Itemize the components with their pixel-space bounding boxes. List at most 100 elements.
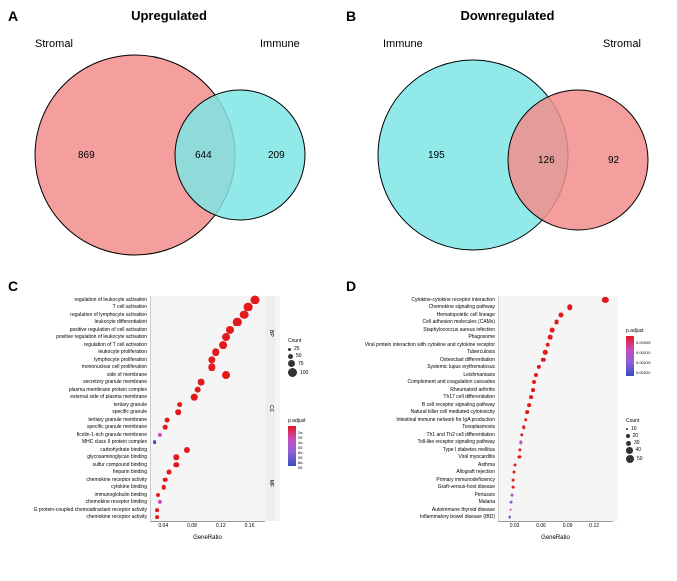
group-label: MF — [265, 446, 275, 521]
panel-d: D Cytokine-cytokine receptor interaction… — [338, 278, 677, 578]
dot-row: regulation of leukocyte activation — [10, 296, 280, 304]
dot-row: Systemic lupus erythematosus — [348, 364, 618, 372]
dot-marker — [510, 501, 513, 504]
panel-c-count-legend: Count 255075100 — [288, 338, 308, 378]
padj-legend-value: 4e-05 — [298, 440, 306, 450]
dot-row: chemokine receptor binding — [10, 499, 280, 507]
dot-plot-area — [498, 364, 618, 372]
dot-label: heparin binding — [10, 469, 150, 475]
dot-plot-area — [498, 401, 618, 409]
dot-row: positive regulation of cell activation — [10, 326, 280, 334]
padj-legend-value: 0.00005 — [636, 340, 650, 350]
padj-legend-value: 0.00015 — [636, 360, 650, 370]
dot-marker — [534, 373, 538, 377]
dot-label: MHC class II protein complex — [10, 439, 150, 445]
padj-legend-value: 0.00010 — [636, 350, 650, 360]
dot-marker — [198, 379, 205, 386]
legend-circle — [288, 360, 295, 367]
dot-plot-area — [150, 514, 280, 522]
count-legend-title-d: Count — [626, 418, 643, 424]
dot-row: carbohydrate binding — [10, 446, 280, 454]
dot-plot-area — [498, 454, 618, 462]
dot-plot-area — [498, 416, 618, 424]
dot-plot-area — [150, 371, 280, 379]
panel-a-overlap-count: 644 — [195, 150, 212, 161]
dot-label: Malaria — [348, 499, 498, 505]
dot-label: regulation of lymphocyte activation — [10, 312, 150, 318]
legend-value: 30 — [634, 440, 640, 446]
dot-marker — [511, 493, 514, 496]
dot-plot-area — [150, 319, 280, 327]
dot-plot-area — [150, 296, 280, 304]
x-tick: 0.04 — [158, 523, 168, 529]
dot-plot-area — [498, 439, 618, 447]
group-label: BP — [265, 296, 275, 371]
x-tick: 0.08 — [187, 523, 197, 529]
legend-circle — [626, 428, 628, 430]
dot-label: Toll-like receptor signaling pathway — [348, 439, 498, 445]
dot-plot-area — [498, 296, 618, 304]
panel-b-venn — [338, 0, 677, 270]
dot-row: heparin binding — [10, 469, 280, 477]
dot-plot-area — [498, 356, 618, 364]
dot-label: plasma membrane protein complex — [10, 387, 150, 393]
dot-marker — [158, 433, 162, 437]
dot-label: Systemic lupus erythematosus — [348, 364, 498, 370]
dot-row: Cell adhesion molecules (CAMs) — [348, 319, 618, 327]
dot-row: Viral protein interaction with cytokine … — [348, 341, 618, 349]
x-tick: 0.16 — [245, 523, 255, 529]
dot-plot-area — [498, 311, 618, 319]
dot-plot-area — [150, 431, 280, 439]
x-tick: 0.03 — [510, 523, 520, 529]
dot-marker — [164, 417, 169, 422]
dot-label: Allograft rejection — [348, 469, 498, 475]
dot-marker — [529, 395, 533, 399]
count-legend-item: 50 — [288, 353, 308, 359]
group-label: CC — [265, 371, 275, 446]
dot-marker — [512, 478, 515, 481]
dot-plot-area — [498, 424, 618, 432]
dot-label: Th1 and Th2 cell differentiation — [348, 432, 498, 438]
dot-marker — [212, 348, 220, 356]
dot-label: Intestinal immune network for IgA produc… — [348, 417, 498, 423]
dot-plot-area — [150, 311, 280, 319]
dot-marker — [519, 441, 522, 444]
dot-label: G protein-coupled chemoattractant recept… — [10, 507, 150, 513]
dot-label: Primary immunodeficiency — [348, 477, 498, 483]
dot-label: specific granule — [10, 409, 150, 415]
dot-plot-area — [498, 386, 618, 394]
panel-a-left-count: 869 — [78, 150, 95, 161]
dot-marker — [194, 386, 201, 393]
dot-marker — [537, 365, 541, 369]
dot-marker — [155, 508, 159, 512]
dot-plot-area — [150, 454, 280, 462]
dot-marker — [219, 341, 227, 349]
count-legend-title: Count — [288, 338, 308, 344]
legend-circle — [288, 348, 291, 351]
dot-marker — [153, 440, 157, 444]
dot-label: Cell adhesion molecules (CAMs) — [348, 319, 498, 325]
dot-row: Cytokine-cytokine receptor interaction — [348, 296, 618, 304]
dot-marker — [162, 485, 167, 490]
dot-marker — [173, 455, 178, 460]
panel-a-right-count: 209 — [268, 150, 285, 161]
legend-circle — [626, 455, 634, 463]
dot-label: mononuclear cell proliferation — [10, 364, 150, 370]
dot-plot-area — [498, 394, 618, 402]
dot-label: Staphylococcus aureus infection — [348, 327, 498, 333]
dot-row: lymphocyte proliferation — [10, 356, 280, 364]
dot-marker — [527, 403, 531, 407]
padj-legend-value: 6e-05 — [298, 450, 306, 460]
dot-plot-area — [150, 484, 280, 492]
dot-plot-area — [150, 461, 280, 469]
dot-row: Tuberculosis — [348, 349, 618, 357]
dot-plot-area — [150, 416, 280, 424]
dot-plot-area — [498, 341, 618, 349]
panel-a: A Upregulated Stromal Immune 869 644 209 — [0, 0, 338, 270]
padj-gradient-d — [626, 336, 634, 376]
count-legend-item: 40 — [626, 447, 643, 454]
dot-row: regulation of lymphocyte activation — [10, 311, 280, 319]
dot-row: Complement and coagulation cascades — [348, 379, 618, 387]
dot-label: chemokine receptor activity — [10, 514, 150, 520]
dot-label: secretory granule membrane — [10, 379, 150, 385]
